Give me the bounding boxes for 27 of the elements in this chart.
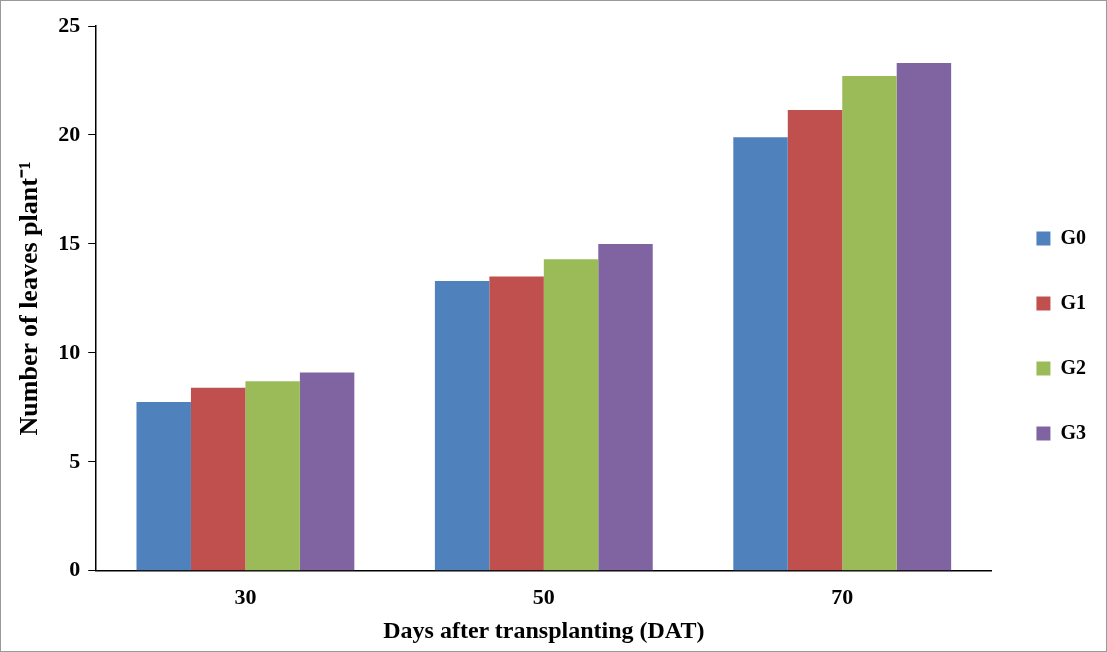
- bar: [136, 401, 191, 571]
- legend-label: G0: [1060, 225, 1087, 248]
- y-axis-title: Number of leaves plant⁻¹: [14, 161, 44, 436]
- bar: [245, 381, 300, 571]
- bar: [896, 63, 952, 571]
- bar: [190, 387, 246, 571]
- y-tick-label: 0: [69, 556, 81, 582]
- legend-label: G1: [1060, 290, 1087, 313]
- y-tick-label: 15: [58, 229, 81, 255]
- bar: [543, 259, 599, 571]
- y-tick-label: 25: [58, 11, 81, 37]
- x-axis-title: Days after transplanting (DAT): [383, 616, 705, 643]
- bar: [787, 109, 843, 571]
- bar: [434, 280, 490, 571]
- bar: [842, 76, 897, 571]
- x-tick-label: 50: [532, 583, 555, 609]
- x-tick-label: 30: [234, 583, 257, 609]
- bar: [299, 372, 355, 571]
- legend-label: G3: [1060, 420, 1087, 443]
- y-tick-label: 5: [69, 447, 81, 473]
- legend-label: G2: [1060, 355, 1087, 378]
- y-tick-label: 20: [58, 120, 81, 146]
- y-tick-label: 10: [58, 338, 81, 364]
- bar: [598, 243, 653, 571]
- bar: [489, 276, 544, 571]
- x-tick-label: 70: [831, 583, 854, 609]
- bar: [733, 137, 788, 571]
